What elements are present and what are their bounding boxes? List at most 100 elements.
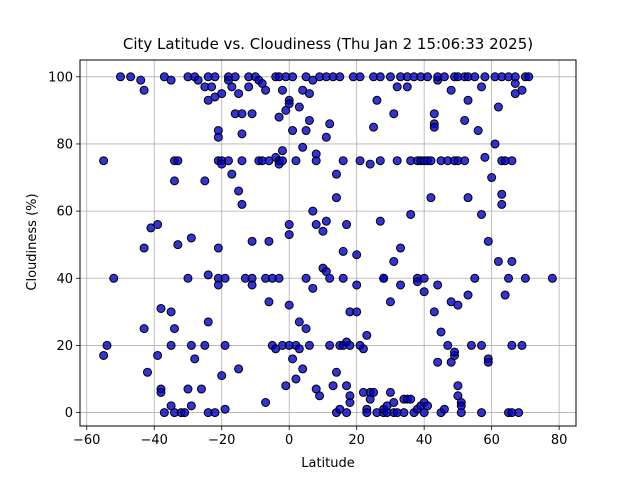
data-point [423,401,433,411]
data-point [308,206,318,216]
data-point [230,72,240,82]
data-point [460,115,470,125]
data-point [156,387,166,397]
data-point [139,324,149,334]
data-point [325,119,335,129]
data-point [301,324,311,334]
data-point [213,243,223,253]
data-point [369,387,379,397]
data-point [510,72,520,82]
data-point [436,327,446,337]
data-point [234,89,244,99]
data-point [355,156,365,166]
x-tick-label: 0 [285,433,293,448]
data-point [186,340,196,350]
data-point [342,408,352,418]
x-tick-label: −60 [73,433,100,448]
data-point [406,209,416,219]
data-point [480,72,490,82]
data-point [433,280,443,290]
data-point [477,209,487,219]
data-point [311,220,321,230]
data-point [429,307,439,317]
data-point [153,220,163,230]
y-tick-label: 20 [56,339,73,354]
data-point [288,354,298,364]
data-point [352,250,362,260]
data-point [490,139,500,149]
data-point [207,82,217,92]
data-point [325,273,335,283]
data-point [237,109,247,119]
data-point [213,132,223,142]
data-point [203,317,213,327]
data-point [338,273,348,283]
data-point [274,273,284,283]
data-point [294,102,304,112]
data-point [524,72,534,82]
data-point [385,297,395,307]
data-point [281,381,291,391]
data-point [166,307,176,317]
data-point [355,72,365,82]
data-point [389,109,399,119]
x-tick-label: 40 [416,433,433,448]
data-point [507,340,517,350]
x-tick-label: 20 [348,433,365,448]
data-point [331,193,341,203]
data-point [115,72,125,82]
data-point [210,72,220,82]
data-point [345,340,355,350]
data-point [362,330,372,340]
data-point [493,256,503,266]
data-point [446,85,456,95]
data-point [419,273,429,283]
data-point [470,273,480,283]
ticks-layer: −60 −40 −20 0 20 40 60 80 0 20 40 60 80 100 [48,70,567,448]
data-point [375,216,385,226]
data-point [338,246,348,256]
data-point [453,381,463,391]
data-point [142,367,152,377]
data-point [247,236,257,246]
data-point [375,156,385,166]
data-point [321,132,331,142]
data-point [203,270,213,280]
data-point [186,401,196,411]
data-point [514,408,524,418]
data-point [102,340,112,350]
data-point [362,408,372,418]
data-point [385,72,395,82]
data-point [284,230,294,240]
data-point [308,283,318,293]
data-point [450,347,460,357]
data-point [396,243,406,253]
data-point [507,256,517,266]
data-point [389,256,399,266]
data-point [274,112,284,122]
data-point [342,381,352,391]
data-point [311,156,321,166]
data-point [375,72,385,82]
data-point [389,398,399,407]
data-point [426,193,436,203]
data-point [227,169,237,179]
data-point [477,340,487,350]
data-point [200,340,210,350]
data-point [153,350,163,360]
data-point [473,126,483,136]
data-point [99,156,109,166]
data-point [99,350,109,360]
data-point [234,364,244,374]
data-point [497,199,507,209]
data-point [466,340,476,350]
x-axis-label: Latitude [301,456,355,471]
data-point [277,85,287,95]
data-point [315,391,325,401]
data-point [244,82,254,92]
data-point [483,236,493,246]
data-point [352,307,362,317]
chart-title: City Latitude vs. Cloudiness (Thu Jan 2 … [123,35,533,53]
data-point [139,85,149,95]
data-point [406,394,416,404]
